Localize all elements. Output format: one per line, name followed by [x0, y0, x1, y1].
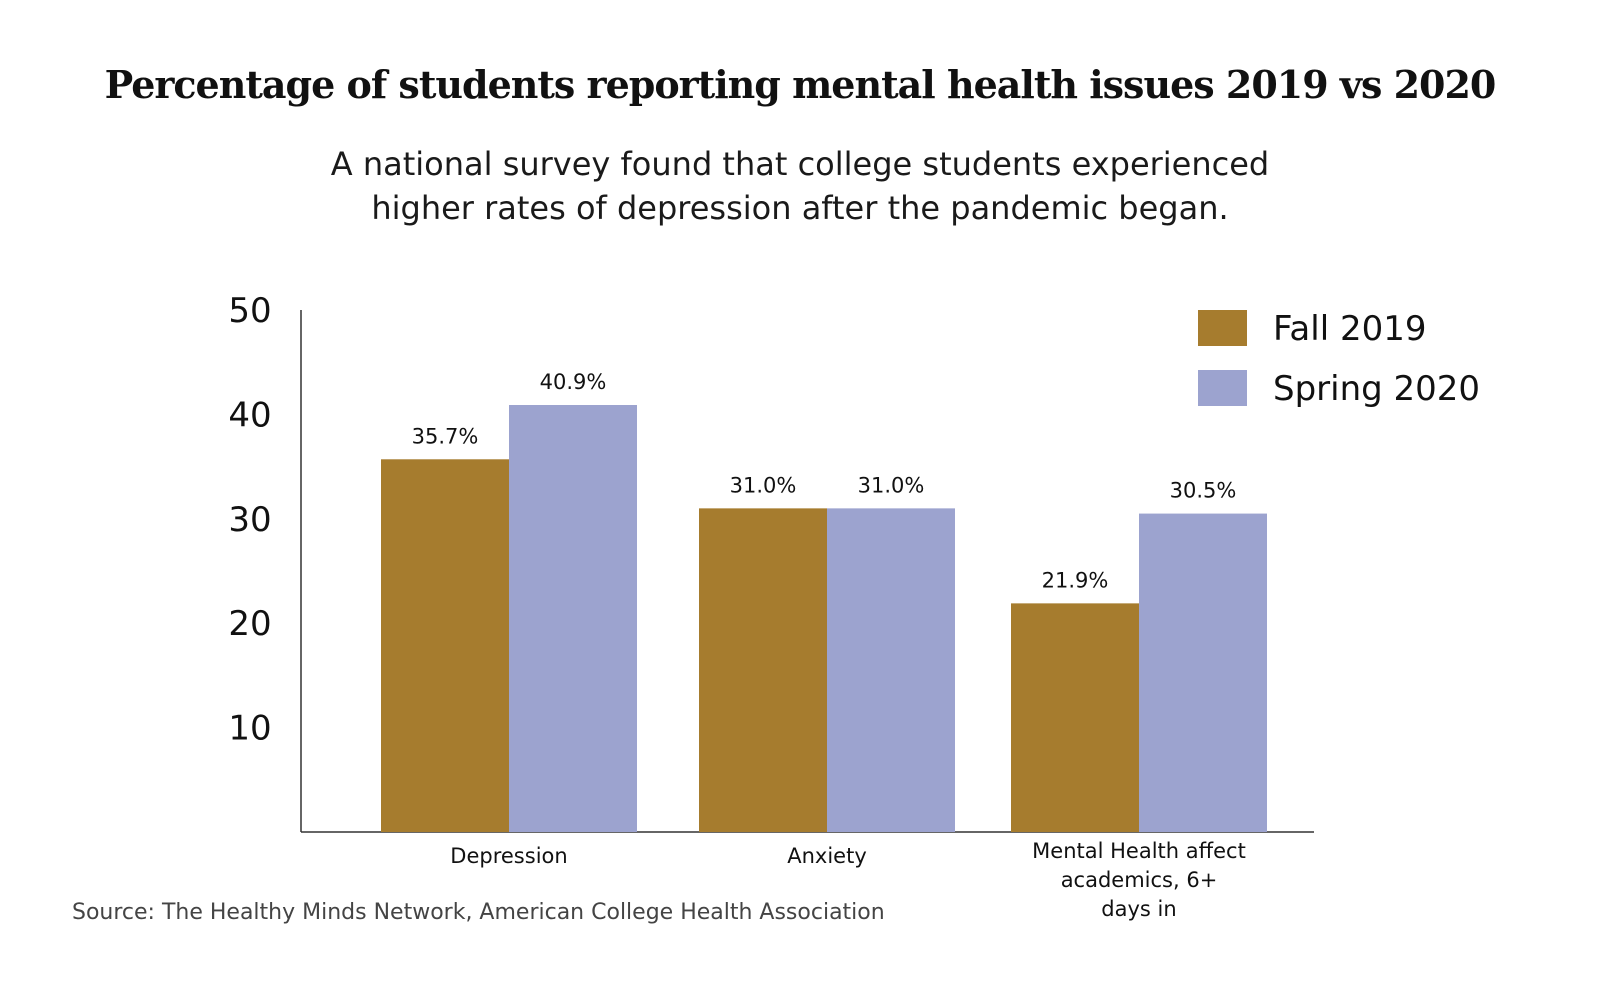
x-category-label: Mental Health affect academics, 6+ days in	[1032, 839, 1246, 921]
chart-title: Percentage of students reporting mental …	[104, 62, 1497, 107]
data-label: 31.0%	[858, 473, 925, 497]
data-label: 40.9%	[540, 370, 607, 394]
bar	[381, 459, 509, 832]
y-tick-label: 10	[228, 709, 271, 749]
bar	[1139, 513, 1267, 832]
legend-swatch	[1198, 310, 1247, 346]
chart-labels: 35.7% 40.9% Depression 31.0% 31.0% Anxiety 21.…	[412, 370, 1246, 921]
bar	[827, 508, 955, 832]
legend-label: Spring 2020	[1273, 369, 1480, 409]
subtitle-line-2: higher rates of depression after the pan…	[371, 189, 1229, 227]
legend-label: Fall 2019	[1273, 309, 1427, 349]
x-category-label: Depression	[450, 844, 567, 868]
bar	[699, 508, 827, 832]
y-tick-label: 40	[228, 395, 271, 435]
bar	[1011, 603, 1139, 832]
chart-legend: Fall 2019 Spring 2020	[1198, 309, 1480, 409]
y-tick-label: 50	[228, 291, 271, 331]
chart-bars	[381, 405, 1267, 832]
y-tick-label: 30	[228, 500, 271, 540]
y-tick-label: 20	[228, 604, 271, 644]
chart-subtitle: A national survey found that college stu…	[0, 142, 1600, 230]
data-label: 31.0%	[730, 473, 797, 497]
legend-swatch	[1198, 370, 1247, 406]
subtitle-line-1: A national survey found that college stu…	[330, 145, 1270, 183]
x-category-label: Anxiety	[787, 844, 867, 868]
data-label: 35.7%	[412, 424, 479, 448]
data-label: 30.5%	[1170, 479, 1237, 503]
source-note: Source: The Healthy Minds Network, Ameri…	[72, 900, 885, 925]
data-label: 21.9%	[1042, 568, 1109, 592]
bar	[509, 405, 637, 832]
